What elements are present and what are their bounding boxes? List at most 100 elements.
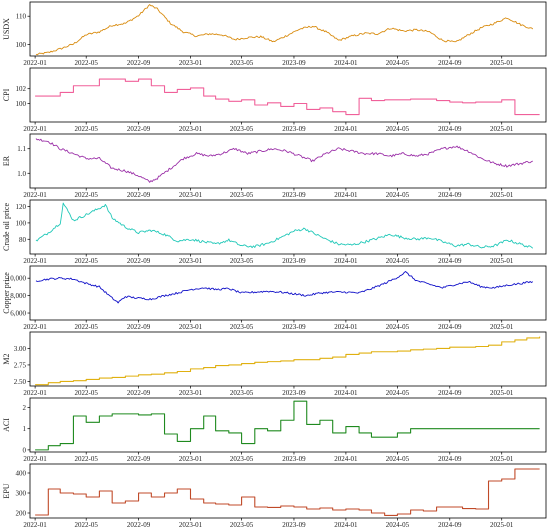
x-tick-label: 2023-01 — [179, 389, 203, 397]
y-axis-label: M2 — [2, 353, 11, 364]
x-tick-label: 2025-01 — [490, 125, 514, 133]
y-tick-label: 102 — [16, 85, 27, 93]
panel-aci: ACI 0 1 2 2022-01 2022-05 2022-09 2023-01 2023-0… — [2, 397, 547, 463]
x-tick-label: 2023-05 — [230, 455, 254, 463]
series-line — [35, 202, 534, 249]
x-tick-label: 2023-09 — [282, 521, 306, 527]
panel-frame — [29, 133, 547, 189]
panel-epu: EPU 200 300 400 2022-01 2022-05 2022-09 2023-01… — [2, 463, 547, 527]
x-tick-label: 2025-01 — [490, 521, 514, 527]
x-tick-label: 2022-09 — [127, 455, 151, 463]
x-tick-label: 2023-09 — [282, 455, 306, 463]
series-line — [35, 468, 540, 516]
x-tick-label: 2024-09 — [438, 257, 462, 265]
y-axis-label: CPI — [2, 88, 11, 101]
x-tick-label: 2024-01 — [334, 455, 358, 463]
x-tick-label: 2024-05 — [386, 191, 410, 199]
panel-frame — [29, 199, 547, 255]
panel-frame — [29, 331, 547, 387]
x-tick-label: 2024-09 — [438, 125, 462, 133]
series-line — [35, 400, 540, 451]
x-tick-label: 2024-05 — [386, 389, 410, 397]
x-tick-label: 2023-05 — [230, 59, 254, 67]
x-tick-label: 2024-05 — [386, 455, 410, 463]
y-tick-label: 2.50 — [14, 378, 27, 386]
x-tick-label: 2025-01 — [490, 389, 514, 397]
y-tick-label: 300 — [16, 490, 27, 498]
y-tick-label: 3.00 — [14, 345, 27, 353]
x-tick-label: 2023-05 — [230, 191, 254, 199]
x-tick-label: 2024-09 — [438, 389, 462, 397]
panel-frame — [29, 67, 547, 123]
x-tick-label: 2024-01 — [334, 257, 358, 265]
series-line — [35, 78, 540, 116]
y-tick-label: 2.75 — [14, 361, 27, 369]
y-tick-label: 2 — [23, 404, 27, 412]
panel-crude-oil-price: Crude oil price 80 100 120 2022-01 2022-05 202… — [2, 199, 547, 265]
y-tick-label: 1.0 — [17, 170, 26, 178]
x-tick-label: 2022-09 — [127, 257, 151, 265]
x-tick-label: 2024-01 — [334, 125, 358, 133]
x-tick-label: 2024-05 — [386, 323, 410, 331]
x-tick-label: 2022-01 — [23, 389, 47, 397]
y-tick-label: 100 — [16, 219, 27, 227]
y-tick-label: 1 — [23, 425, 27, 433]
y-tick-label: 6,000 — [10, 310, 26, 318]
panel-usdx: USDX 100 110 2022-01 2022-05 2022-09 2023-01 20… — [2, 1, 547, 67]
x-tick-label: 2022-05 — [75, 389, 99, 397]
x-tick-label: 2023-05 — [230, 125, 254, 133]
x-tick-label: 2023-05 — [230, 389, 254, 397]
x-tick-label: 2022-01 — [23, 455, 47, 463]
panel-er: ER 1.0 1.1 2022-01 2022-05 2022-09 2023-01 2023… — [2, 133, 547, 199]
x-tick-label: 2023-09 — [282, 59, 306, 67]
x-tick-label: 2023-01 — [179, 59, 203, 67]
series-line — [35, 271, 534, 304]
y-tick-label: 400 — [16, 470, 27, 478]
x-tick-label: 2024-09 — [438, 455, 462, 463]
x-tick-label: 2022-05 — [75, 257, 99, 265]
panel-frame — [29, 265, 547, 321]
x-tick-label: 2024-05 — [386, 521, 410, 527]
series-line — [35, 138, 534, 183]
x-tick-label: 2022-09 — [127, 521, 151, 527]
panel-frame — [29, 1, 547, 57]
x-tick-label: 2023-09 — [282, 125, 306, 133]
x-tick-label: 2022-09 — [127, 59, 151, 67]
x-tick-label: 2022-09 — [127, 191, 151, 199]
x-tick-label: 2024-09 — [438, 323, 462, 331]
y-tick-label: 8,000 — [10, 292, 26, 300]
x-tick-label: 2025-01 — [490, 257, 514, 265]
x-tick-label: 2024-09 — [438, 59, 462, 67]
x-tick-label: 2022-01 — [23, 323, 47, 331]
x-tick-label: 2025-01 — [490, 59, 514, 67]
y-axis-label: ACI — [2, 418, 11, 432]
x-tick-label: 2022-05 — [75, 323, 99, 331]
x-tick-label: 2024-01 — [334, 59, 358, 67]
x-tick-label: 2024-05 — [386, 125, 410, 133]
x-tick-label: 2023-05 — [230, 323, 254, 331]
x-tick-label: 2023-01 — [179, 191, 203, 199]
y-axis-label: EPU — [2, 483, 11, 498]
x-tick-label: 2022-09 — [127, 323, 151, 331]
x-tick-label: 2022-05 — [75, 455, 99, 463]
x-tick-label: 2022-05 — [75, 191, 99, 199]
x-tick-label: 2024-01 — [334, 191, 358, 199]
panel-frame — [29, 397, 547, 453]
x-tick-label: 2022-05 — [75, 521, 99, 527]
x-tick-label: 2023-05 — [230, 521, 254, 527]
x-tick-label: 2024-09 — [438, 521, 462, 527]
x-tick-label: 2022-05 — [75, 125, 99, 133]
x-tick-label: 2022-01 — [23, 257, 47, 265]
x-tick-label: 2024-01 — [334, 389, 358, 397]
x-tick-label: 2022-01 — [23, 521, 47, 527]
x-tick-label: 2025-01 — [490, 323, 514, 331]
x-tick-label: 2025-01 — [490, 455, 514, 463]
y-tick-label: 120 — [16, 203, 27, 211]
y-axis-label: USDX — [2, 18, 11, 40]
x-tick-label: 2022-09 — [127, 125, 151, 133]
x-tick-label: 2022-09 — [127, 389, 151, 397]
x-tick-label: 2025-01 — [490, 191, 514, 199]
y-tick-label: 200 — [16, 510, 27, 518]
x-tick-label: 2023-09 — [282, 389, 306, 397]
